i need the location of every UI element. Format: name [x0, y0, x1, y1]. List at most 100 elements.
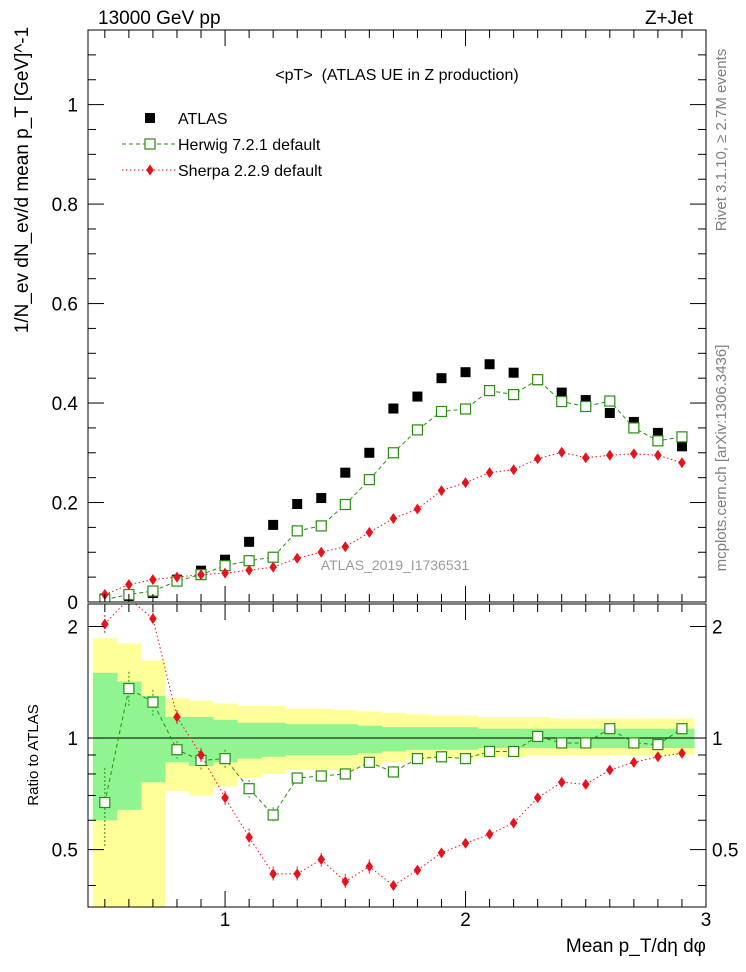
ratio-point: [606, 764, 614, 776]
data-point: [293, 552, 302, 564]
ratio-point: [508, 745, 520, 758]
data-point: [340, 467, 351, 478]
data-point: [292, 499, 303, 510]
data-point: [508, 388, 520, 401]
band-bin: [333, 724, 358, 756]
ratio-point: [676, 723, 688, 735]
ratio-point: [437, 847, 446, 859]
ratio-point: [339, 768, 351, 780]
data-point: [604, 395, 616, 407]
legend-entry: ATLAS: [145, 111, 228, 128]
data-point: [485, 467, 494, 479]
legend-entry: Sherpa 2.2.9 default: [122, 163, 323, 180]
data-point: [363, 474, 375, 486]
data-point: [532, 374, 544, 386]
ratio-y-tick-label-right: 0.5: [712, 841, 738, 862]
legend-label: ATLAS: [178, 111, 228, 128]
ratio-point: [243, 783, 255, 795]
ratio-point: [149, 613, 157, 625]
ratio-plot-panel: 0.5 0.5 1 1 2 2 1 2 3: [52, 603, 738, 931]
ratio-point: [532, 730, 544, 743]
ratio-point: [556, 737, 568, 749]
ratio-point: [219, 753, 231, 765]
data-point: [652, 427, 663, 438]
ratio-point: [461, 837, 470, 849]
ratio-point: [652, 739, 664, 751]
main-y-axis-label: 1/N_ev dN_ev/d mean p_T [GeV]^-1: [12, 27, 33, 333]
plot-title: <pT> (ATLAS UE in Z production): [275, 67, 518, 84]
ratio-point: [628, 737, 640, 749]
data-point: [484, 359, 495, 370]
data-point: [606, 449, 614, 461]
ratio-point: [509, 817, 518, 829]
data-point: [436, 373, 447, 384]
data-point: [581, 452, 590, 464]
rivet-label: Rivet 3.1.10, ≥ 2.7M events: [713, 49, 730, 232]
data-point: [676, 441, 687, 452]
ratio-point: [171, 744, 183, 756]
ratio-y-tick-label-right: 2: [712, 617, 723, 638]
ratio-point: [173, 711, 181, 723]
ratio-point: [101, 618, 109, 630]
x-tick-label: 3: [701, 910, 712, 931]
x-tick-label: 2: [460, 910, 471, 931]
ratio-point: [604, 723, 616, 735]
ratio-point: [389, 880, 398, 892]
data-point: [411, 424, 424, 436]
y-tick-label: 0.4: [52, 394, 79, 415]
data-point: [267, 551, 279, 563]
ratio-point: [341, 876, 350, 888]
ratio-point: [411, 753, 424, 765]
ratio-point: [557, 776, 566, 788]
data-point: [412, 391, 423, 402]
ratio-y-axis-label: Ratio to ATLAS: [25, 704, 42, 805]
ratio-series-sherpa-2-2-9-default: [101, 604, 686, 892]
ratio-point: [291, 772, 303, 784]
data-point: [149, 574, 157, 586]
ratio-point: [123, 682, 135, 695]
band-bin: [285, 724, 310, 756]
ratio-point: [459, 753, 472, 765]
y-tick-label: 0.6: [52, 295, 78, 316]
ratio-point: [533, 792, 542, 804]
data-point: [654, 449, 662, 461]
data-point: [389, 512, 398, 524]
data-point: [197, 569, 205, 581]
legend-marker: [145, 113, 155, 123]
ratio-y-tick-label: 0.5: [52, 841, 78, 862]
data-point: [652, 435, 664, 447]
ratio-point: [363, 756, 375, 768]
data-point: [435, 405, 448, 418]
band-bin: [92, 672, 118, 821]
data-point: [556, 395, 568, 408]
data-point: [630, 448, 638, 460]
data-point: [387, 447, 399, 459]
data-point: [628, 416, 639, 427]
ratio-point: [413, 864, 422, 876]
y-tick-label: 0: [67, 593, 78, 614]
ratio-point: [654, 751, 662, 763]
y-tick-label: 1: [67, 96, 78, 117]
data-point: [557, 446, 566, 458]
data-point: [221, 567, 229, 579]
ratio-point: [269, 868, 277, 880]
legend-label: Herwig 7.2.1 default: [178, 137, 321, 154]
legend-label: Sherpa 2.2.9 default: [178, 163, 323, 180]
legend-entry: Herwig 7.2.1 default: [122, 137, 321, 154]
uncertainty-band-stat: [92, 672, 695, 821]
ratio-point: [483, 745, 496, 758]
analysis-watermark: ATLAS_2019_I1736531: [321, 557, 470, 573]
ratio-point: [365, 861, 374, 873]
y-tick-label: 0.2: [52, 494, 78, 515]
ratio-y-tick-label-right: 1: [712, 729, 723, 750]
ratio-point: [317, 854, 326, 866]
band-bin: [261, 722, 286, 757]
band-bin: [237, 722, 262, 759]
data-point: [580, 400, 592, 413]
data-point: [604, 407, 615, 418]
data-point: [244, 536, 255, 547]
data-point: [316, 493, 327, 504]
ratio-point: [245, 831, 253, 843]
data-point: [341, 541, 350, 553]
